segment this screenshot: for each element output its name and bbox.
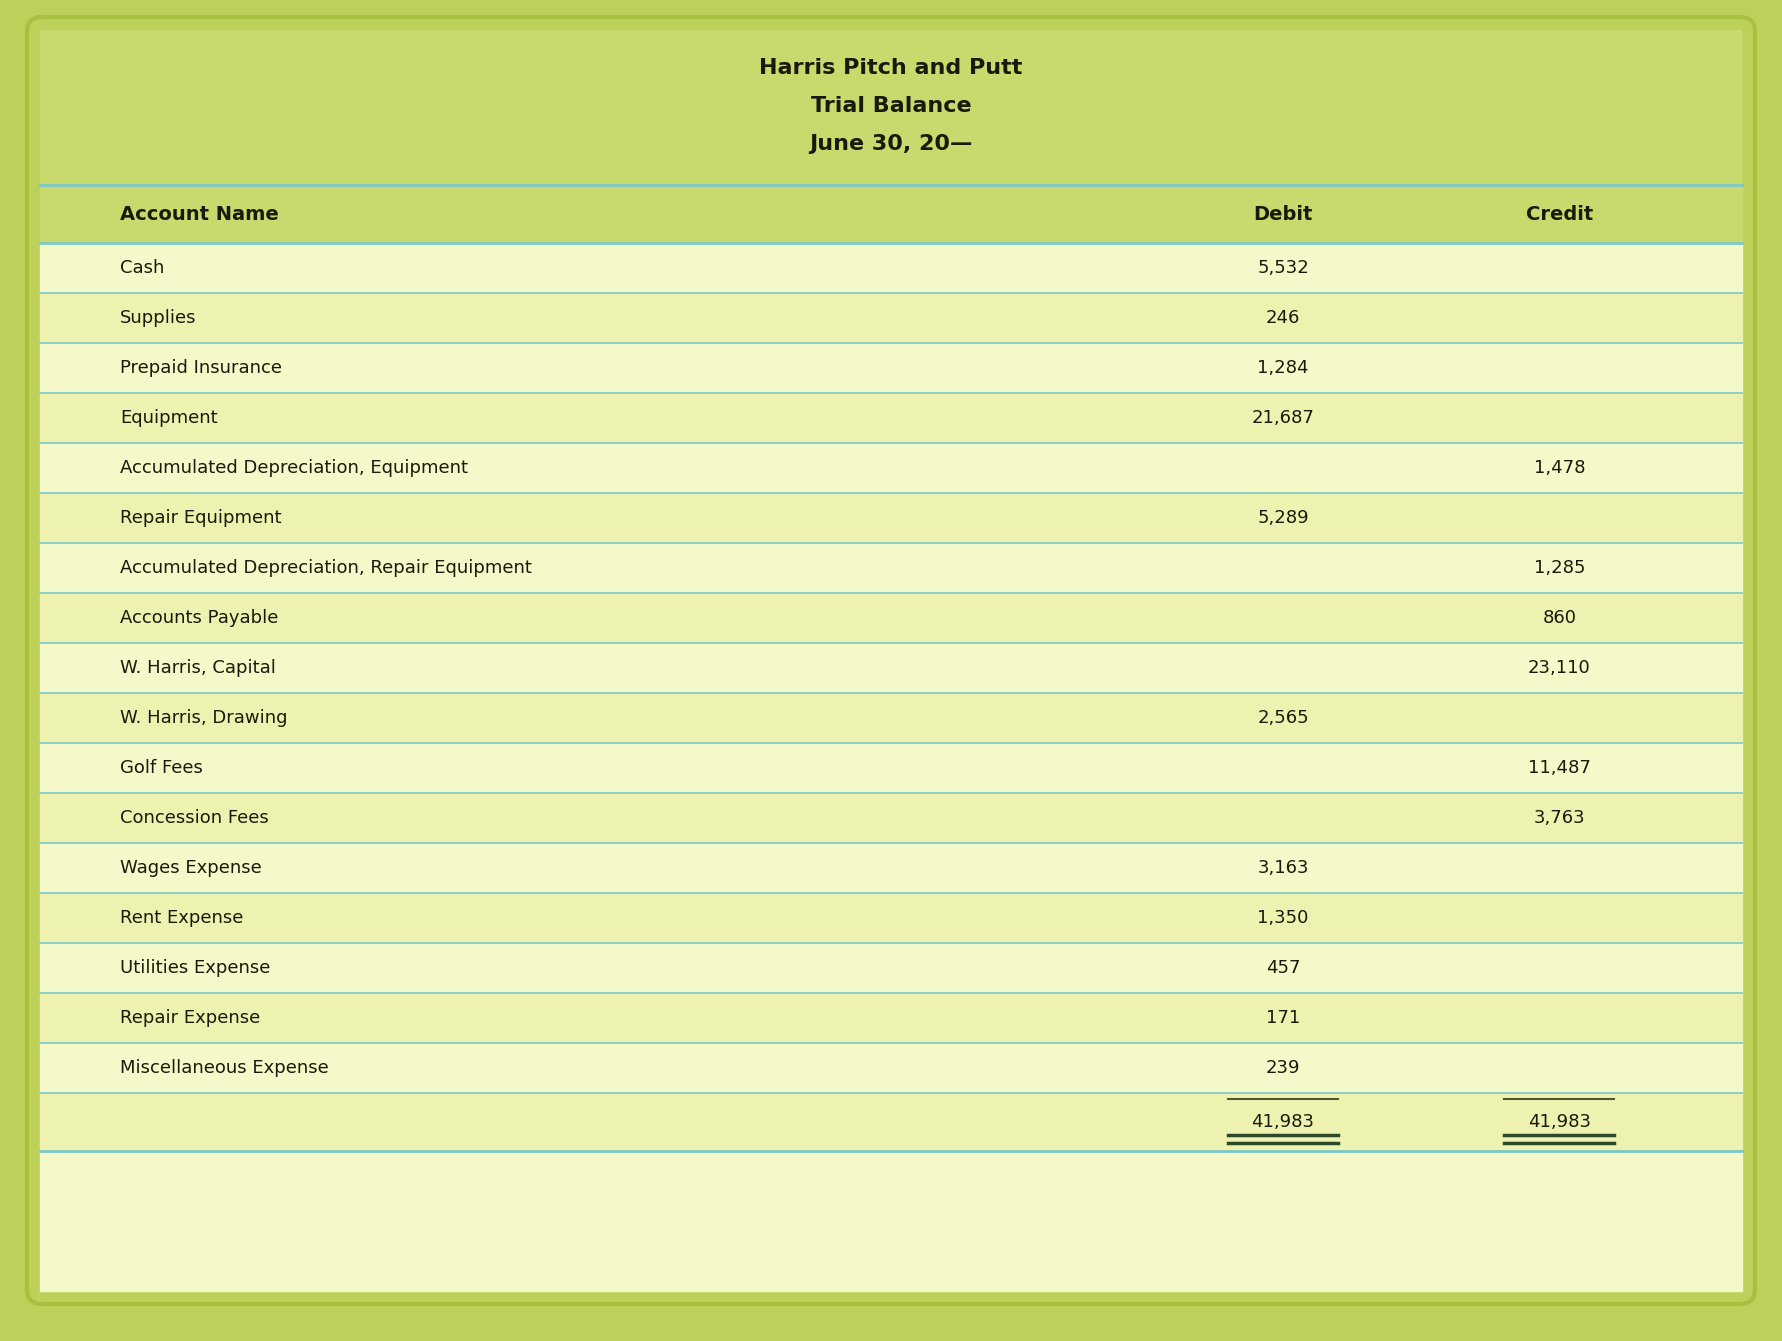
Bar xyxy=(39,642,1743,693)
Bar xyxy=(39,693,1743,743)
Text: Concession Fees: Concession Fees xyxy=(119,809,269,827)
Text: Repair Equipment: Repair Equipment xyxy=(119,510,282,527)
Text: 1,478: 1,478 xyxy=(1534,459,1584,477)
Bar xyxy=(39,743,1743,793)
Text: Account Name: Account Name xyxy=(119,204,280,224)
Bar xyxy=(39,893,1743,943)
Text: 5,289: 5,289 xyxy=(1258,510,1308,527)
Text: 3,163: 3,163 xyxy=(1258,860,1308,877)
Text: Miscellaneous Expense: Miscellaneous Expense xyxy=(119,1059,330,1077)
Text: W. Harris, Capital: W. Harris, Capital xyxy=(119,658,276,677)
Bar xyxy=(39,1093,1743,1151)
Text: 239: 239 xyxy=(1265,1059,1301,1077)
Text: Accumulated Depreciation, Equipment: Accumulated Depreciation, Equipment xyxy=(119,459,469,477)
Bar xyxy=(39,343,1743,393)
Text: Accounts Payable: Accounts Payable xyxy=(119,609,278,628)
Text: Prepaid Insurance: Prepaid Insurance xyxy=(119,359,282,377)
Text: Rent Expense: Rent Expense xyxy=(119,909,244,927)
Bar xyxy=(39,1151,1743,1291)
Text: Debit: Debit xyxy=(1253,204,1313,224)
Bar xyxy=(39,593,1743,642)
Text: 246: 246 xyxy=(1265,308,1301,327)
Bar xyxy=(39,243,1743,292)
Text: 41,983: 41,983 xyxy=(1251,1113,1315,1130)
Bar xyxy=(39,543,1743,593)
FancyBboxPatch shape xyxy=(39,30,1743,185)
Text: 171: 171 xyxy=(1265,1008,1301,1027)
Bar xyxy=(39,292,1743,343)
Bar xyxy=(39,493,1743,543)
Text: 23,110: 23,110 xyxy=(1527,658,1591,677)
Text: 457: 457 xyxy=(1265,959,1301,978)
Text: Equipment: Equipment xyxy=(119,409,217,426)
Text: Wages Expense: Wages Expense xyxy=(119,860,262,877)
Text: 2,565: 2,565 xyxy=(1258,709,1308,727)
Text: Repair Expense: Repair Expense xyxy=(119,1008,260,1027)
Text: 1,285: 1,285 xyxy=(1534,559,1584,577)
Text: 1,284: 1,284 xyxy=(1258,359,1308,377)
Bar xyxy=(39,393,1743,443)
Bar xyxy=(39,1043,1743,1093)
Text: W. Harris, Drawing: W. Harris, Drawing xyxy=(119,709,287,727)
Text: Trial Balance: Trial Balance xyxy=(811,97,971,117)
Bar xyxy=(39,443,1743,493)
Text: 11,487: 11,487 xyxy=(1527,759,1591,776)
Text: Credit: Credit xyxy=(1525,204,1593,224)
Bar xyxy=(39,943,1743,992)
Text: Harris Pitch and Putt: Harris Pitch and Putt xyxy=(759,58,1023,78)
Text: 21,687: 21,687 xyxy=(1251,409,1315,426)
Text: 3,763: 3,763 xyxy=(1534,809,1584,827)
FancyBboxPatch shape xyxy=(21,12,1761,1309)
Bar xyxy=(39,185,1743,243)
Text: Utilities Expense: Utilities Expense xyxy=(119,959,271,978)
Text: 5,532: 5,532 xyxy=(1256,259,1310,278)
Bar xyxy=(39,793,1743,843)
Text: 1,350: 1,350 xyxy=(1258,909,1308,927)
Text: Cash: Cash xyxy=(119,259,164,278)
Text: Golf Fees: Golf Fees xyxy=(119,759,203,776)
Text: 860: 860 xyxy=(1541,609,1577,628)
Text: 41,983: 41,983 xyxy=(1527,1113,1591,1130)
Text: June 30, 20—: June 30, 20— xyxy=(809,134,973,154)
Text: Accumulated Depreciation, Repair Equipment: Accumulated Depreciation, Repair Equipme… xyxy=(119,559,533,577)
Text: Supplies: Supplies xyxy=(119,308,196,327)
Bar xyxy=(39,992,1743,1043)
Bar xyxy=(39,843,1743,893)
